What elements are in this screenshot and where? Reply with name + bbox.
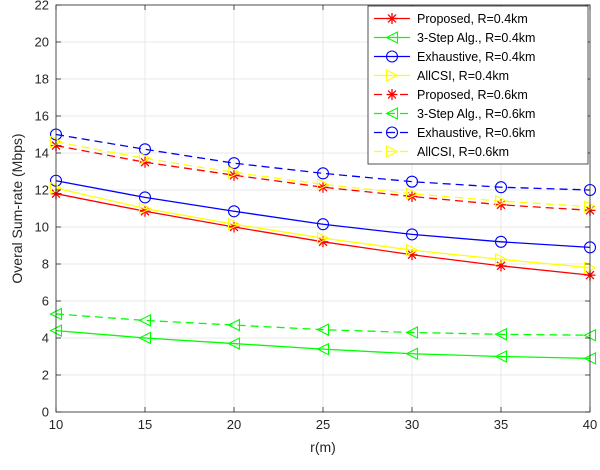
data-point	[227, 318, 241, 332]
legend: Proposed, R=0.4km 3-Step Alg., R=0.4km Exh…	[367, 5, 589, 165]
y-tick-label: 0	[42, 405, 49, 420]
legend-label: 3-Step Alg., R=0.4km	[417, 31, 535, 45]
legend-marker	[386, 89, 398, 100]
data-point	[494, 327, 508, 341]
x-tick-label: 40	[583, 417, 597, 432]
data-point	[494, 252, 508, 266]
data-point	[227, 166, 241, 179]
data-point	[494, 194, 508, 208]
series-line	[55, 141, 591, 208]
data-point	[494, 350, 508, 363]
data-point	[316, 178, 330, 191]
legend-label: Proposed, R=0.4km	[417, 12, 528, 26]
legend-marker	[386, 13, 398, 24]
data-point	[316, 218, 330, 231]
x-tick-label: 30	[405, 417, 419, 432]
data-point	[227, 337, 241, 350]
data-point	[138, 314, 152, 327]
legend-item: Exhaustive, R=0.6km	[374, 126, 535, 140]
data-point	[138, 202, 152, 215]
data-point	[317, 236, 329, 248]
legend-marker	[385, 145, 399, 158]
x-tick-label: 35	[494, 417, 508, 432]
y-tick-label: 10	[35, 220, 49, 235]
legend-item: 3-Step Alg., R=0.4km	[374, 31, 535, 45]
legend-item: AllCSI, R=0.4km	[374, 69, 509, 83]
data-point	[138, 191, 152, 204]
legend-item: Exhaustive, R=0.4km	[374, 50, 535, 64]
y-tick-label: 8	[42, 257, 49, 272]
data-point	[405, 228, 419, 241]
data-point	[227, 157, 241, 170]
y-tick-label: 4	[42, 331, 49, 346]
data-point	[316, 323, 330, 337]
y-tick-label: 16	[35, 109, 49, 124]
series-line	[55, 313, 591, 336]
legend-label: AllCSI, R=0.4km	[417, 69, 509, 83]
y-tick-label: 6	[42, 294, 49, 309]
series-line	[55, 133, 591, 191]
series-line	[55, 180, 591, 248]
x-axis-label: r(m)	[310, 439, 336, 455]
data-point	[316, 231, 330, 245]
y-tick-label: 2	[42, 368, 49, 383]
legend-item: AllCSI, R=0.6km	[374, 145, 509, 159]
legend-marker	[385, 31, 399, 44]
legend-marker	[385, 107, 399, 120]
y-tick-label: 12	[35, 183, 49, 198]
legend-item: Proposed, R=0.6km	[374, 88, 528, 102]
data-point	[138, 331, 152, 345]
data-point	[406, 249, 418, 261]
data-point	[227, 217, 241, 231]
legend-box	[367, 5, 589, 165]
legend-marker	[385, 69, 399, 82]
legend-label: Exhaustive, R=0.6km	[417, 126, 535, 140]
y-tick-label: 18	[35, 72, 49, 87]
x-tick-label: 10	[49, 417, 63, 432]
data-point	[139, 156, 151, 168]
x-tick-label: 15	[138, 417, 152, 432]
legend-marker	[385, 50, 399, 63]
legend-marker	[385, 126, 399, 139]
x-tick-label: 25	[316, 417, 330, 432]
data-point	[405, 175, 419, 188]
data-point	[494, 235, 508, 248]
data-point	[316, 167, 330, 180]
legend-label: Exhaustive, R=0.4km	[417, 50, 535, 64]
data-point	[495, 199, 507, 211]
legend-label: AllCSI, R=0.6km	[417, 145, 509, 159]
data-point	[405, 243, 419, 257]
data-point	[405, 326, 419, 339]
data-point	[316, 342, 330, 356]
legend-label: 3-Step Alg., R=0.6km	[417, 107, 535, 121]
series-exhaustive-r-0-4km	[49, 174, 597, 254]
data-point	[138, 152, 152, 165]
series-line	[55, 329, 591, 359]
data-point	[494, 181, 508, 194]
legend-item: 3-Step Alg., R=0.6km	[374, 107, 535, 121]
y-axis-label: Overal Sum-rate (Mbps)	[9, 133, 25, 283]
legend-item: Proposed, R=0.4km	[374, 12, 528, 26]
data-point	[138, 143, 152, 156]
y-tick-label: 22	[35, 0, 49, 13]
y-tick-label: 14	[35, 146, 49, 161]
y-tick-label: 20	[35, 35, 49, 50]
x-tick-label: 20	[227, 417, 241, 432]
legend-label: Proposed, R=0.6km	[417, 88, 528, 102]
series-line	[55, 187, 591, 269]
data-point	[405, 347, 419, 361]
data-point	[495, 260, 507, 272]
data-point	[227, 205, 241, 218]
data-point	[405, 187, 419, 201]
